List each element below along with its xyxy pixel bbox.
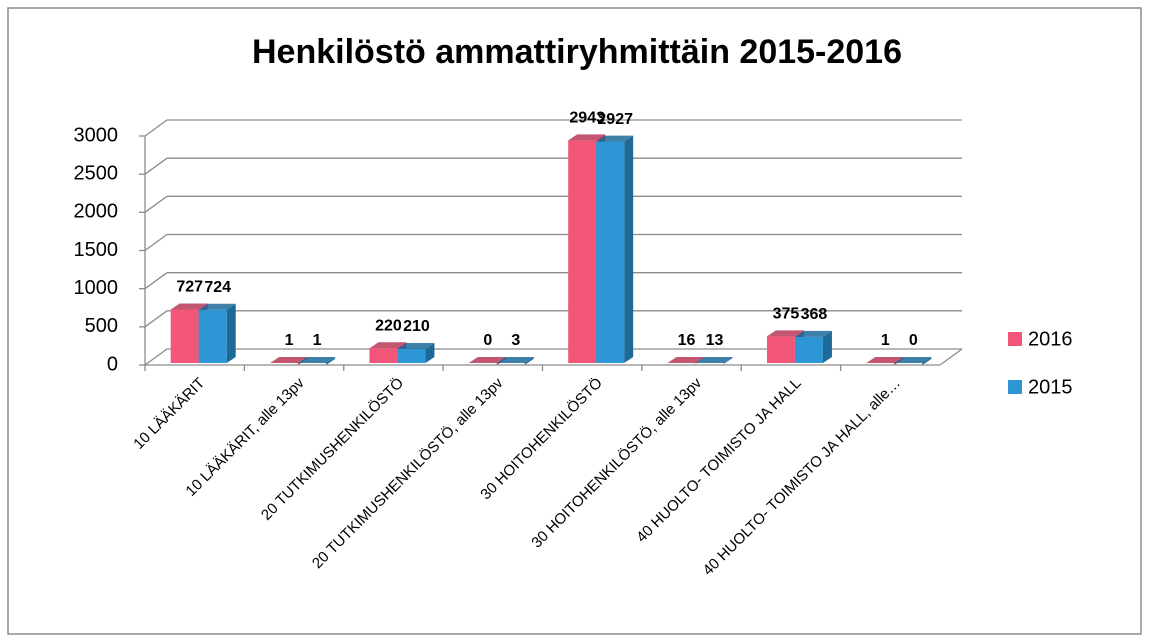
data-label: 0 bbox=[909, 332, 918, 349]
grid-line bbox=[144, 272, 962, 290]
bar-side bbox=[922, 357, 932, 365]
bar-top bbox=[866, 357, 904, 363]
legend-swatch bbox=[1008, 380, 1022, 394]
data-label: 1 bbox=[285, 332, 294, 349]
y-tick-label: 500 bbox=[85, 315, 118, 337]
floor-right bbox=[939, 348, 963, 366]
bar-side bbox=[723, 357, 733, 365]
legend-label: 2016 bbox=[1028, 328, 1073, 350]
bar bbox=[894, 357, 932, 365]
data-label: 1 bbox=[313, 332, 322, 349]
data-label: 2927 bbox=[597, 111, 633, 128]
bar-top bbox=[894, 357, 932, 363]
grid-line bbox=[144, 119, 962, 137]
y-tick-label: 2500 bbox=[74, 162, 119, 184]
bar-front bbox=[596, 141, 625, 363]
grid-line bbox=[144, 233, 962, 252]
bar-side bbox=[822, 330, 832, 363]
legend-swatch bbox=[1008, 332, 1022, 346]
bar-top bbox=[397, 342, 435, 349]
data-label: 375 bbox=[773, 306, 800, 323]
y-tick-label: 1000 bbox=[74, 277, 119, 299]
bar-front bbox=[170, 309, 199, 363]
data-label: 3 bbox=[511, 332, 520, 349]
bar-top bbox=[766, 330, 804, 337]
bar-side bbox=[624, 135, 634, 363]
bar-top bbox=[468, 357, 506, 363]
bar bbox=[695, 357, 733, 365]
bar-top bbox=[596, 135, 634, 142]
bar-top bbox=[298, 357, 336, 363]
bar-top bbox=[496, 357, 534, 363]
bar-top bbox=[369, 342, 407, 349]
data-label: 0 bbox=[483, 332, 492, 349]
bar-front bbox=[794, 336, 823, 363]
bar bbox=[198, 303, 236, 363]
bar-side bbox=[524, 357, 534, 365]
bar-side bbox=[425, 342, 435, 363]
bar-front bbox=[766, 336, 795, 363]
grid-line bbox=[144, 195, 962, 213]
data-label: 16 bbox=[678, 332, 696, 349]
data-label: 13 bbox=[706, 332, 724, 349]
bar-top bbox=[170, 303, 208, 310]
legend-label: 2015 bbox=[1028, 376, 1073, 398]
y-tick-label: 1500 bbox=[74, 239, 119, 261]
bar bbox=[397, 342, 435, 363]
bar-top bbox=[568, 134, 606, 141]
bar-top bbox=[695, 357, 733, 363]
bar-front bbox=[568, 140, 597, 363]
bar-top bbox=[794, 330, 832, 337]
bar-front bbox=[369, 348, 398, 363]
bar bbox=[496, 357, 534, 365]
grid-line bbox=[144, 310, 962, 328]
data-label: 220 bbox=[375, 317, 402, 334]
grid-line bbox=[144, 157, 962, 175]
bar-side bbox=[226, 303, 236, 363]
bar-front bbox=[198, 309, 227, 363]
data-label: 210 bbox=[403, 318, 430, 335]
y-tick-label: 0 bbox=[107, 353, 118, 375]
bar-side bbox=[326, 357, 336, 365]
data-label: 368 bbox=[801, 306, 828, 323]
bar-front bbox=[397, 348, 426, 363]
y-tick-label: 2000 bbox=[74, 201, 119, 223]
data-label: 724 bbox=[204, 279, 231, 296]
data-label: 1 bbox=[881, 332, 890, 349]
bar bbox=[794, 330, 832, 363]
y-tick-label: 3000 bbox=[74, 124, 119, 146]
bar-top bbox=[667, 357, 705, 363]
grid-line bbox=[144, 348, 962, 366]
bar-top bbox=[198, 303, 236, 310]
bar bbox=[298, 357, 336, 365]
data-label: 727 bbox=[176, 279, 203, 296]
bar bbox=[596, 135, 634, 363]
chart-title: Henkilöstö ammattiryhmittäin 2015-2016 bbox=[252, 33, 902, 71]
bar-top bbox=[270, 357, 308, 363]
data-label: 2943 bbox=[569, 110, 605, 127]
